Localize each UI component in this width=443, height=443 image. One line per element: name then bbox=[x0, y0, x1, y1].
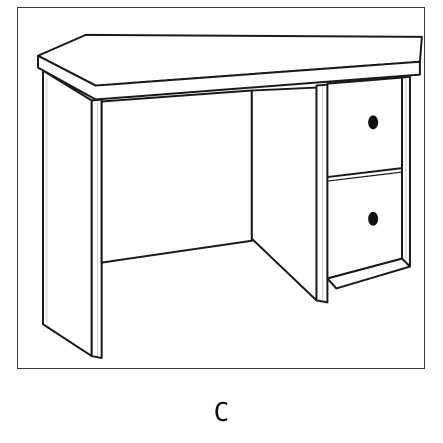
back-panel bbox=[100, 89, 253, 264]
middle-panel-face bbox=[250, 86, 318, 302]
left-panel-front-edge bbox=[90, 98, 103, 360]
drawer-divider bbox=[326, 167, 403, 179]
figure-caption: C bbox=[213, 398, 230, 428]
cabinet-plinth bbox=[326, 257, 411, 290]
left-panel-side bbox=[41, 69, 93, 358]
desk-illustration bbox=[37, 33, 423, 360]
figure-frame bbox=[17, 7, 425, 369]
middle-panel-front-edge bbox=[315, 83, 329, 304]
upper-drawer-knob-icon bbox=[368, 115, 379, 130]
drawer-cabinet bbox=[326, 76, 403, 280]
desk-top-front-edge bbox=[37, 54, 421, 101]
lower-drawer-knob-icon bbox=[368, 211, 379, 226]
